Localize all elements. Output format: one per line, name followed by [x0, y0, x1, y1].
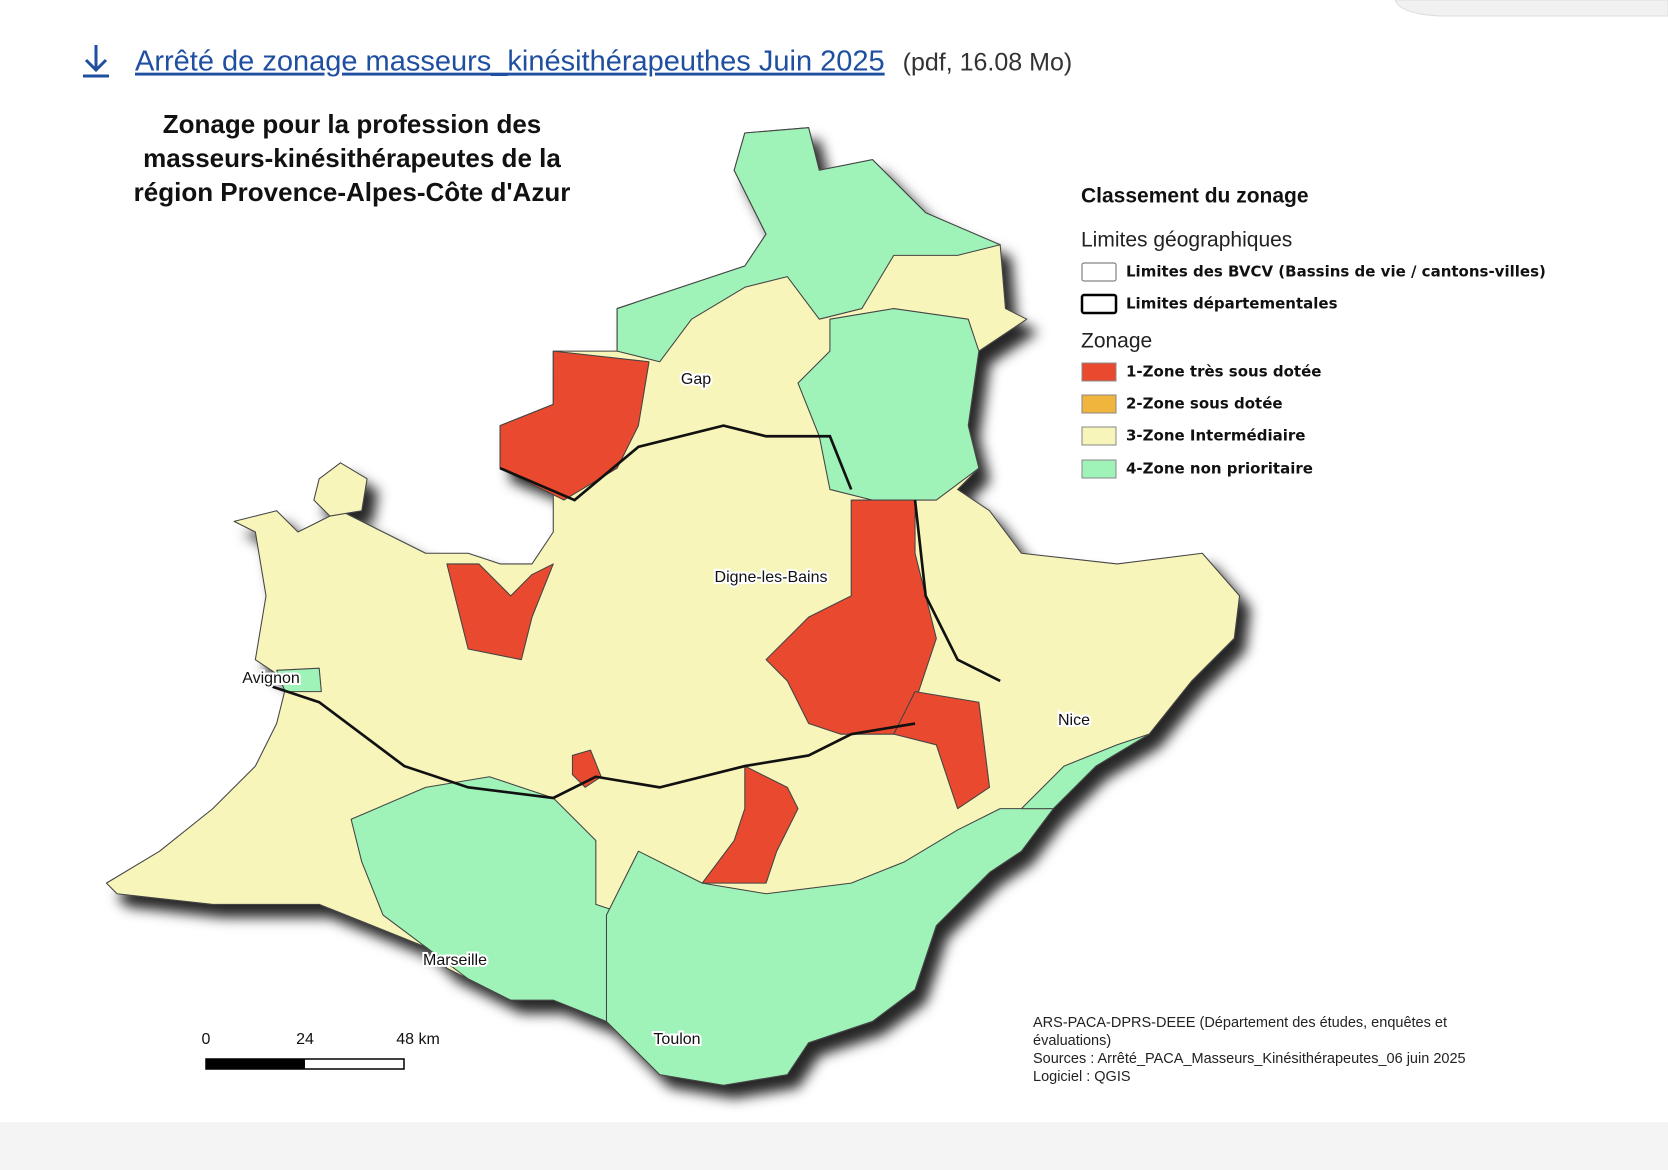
region-island: [313, 462, 368, 517]
zone-south-red: [701, 765, 799, 884]
zone-gap-west: [499, 350, 650, 501]
zone-center: [765, 499, 937, 735]
source-notes: ARS-PACA-DPRS-DEEE (Département des étud…: [1033, 1015, 1466, 1085]
download-link[interactable]: Arrêté de zonage masseurs_kinésithérapeu…: [135, 46, 885, 78]
zone-west-red: [446, 563, 554, 661]
top-card-edge: [1394, 0, 1668, 17]
legend-swatch: [1081, 459, 1117, 479]
scale-label: 0: [202, 1031, 211, 1048]
zone-nice-coast: [1020, 733, 1150, 810]
zone-var-coast: [605, 808, 1054, 1086]
legend-label: 2-Zone sous dotée: [1126, 395, 1283, 413]
scale-label: 24: [296, 1031, 314, 1048]
legend-swatch: [1081, 262, 1117, 282]
legend-group-title: Limites géographiques: [1081, 229, 1292, 252]
legend-label: 3-Zone Intermédiaire: [1126, 427, 1305, 445]
zone-east: [797, 308, 980, 501]
source-line: évaluations): [1033, 1033, 1111, 1049]
legend-label: Limites des BVCV (Bassins de vie / canto…: [1126, 263, 1546, 281]
scale-bar: [205, 1058, 405, 1070]
city-label: Marseille: [423, 952, 487, 969]
legend-group-title: Zonage: [1081, 330, 1152, 353]
city-label: Avignon: [242, 670, 300, 687]
city-label: Digne-les-Bains: [715, 569, 828, 586]
legend-title: Classement du zonage: [1081, 185, 1309, 208]
legend-swatch: [1080, 293, 1118, 315]
zone-avignon: [276, 667, 322, 693]
map: [105, 127, 1241, 1086]
source-line: Sources : Arrêté_PACA_Masseurs_Kinésithé…: [1033, 1051, 1466, 1067]
map-title: région Provence-Alpes-Côte d'Azur: [134, 177, 571, 207]
city-labels: Gap Digne-les-Bains Avignon Nice Marseille To…: [240, 369, 1092, 1050]
zone-north: [616, 127, 1001, 363]
department-border: [499, 424, 853, 502]
legend-swatch: [1081, 362, 1117, 382]
download-icon[interactable]: [83, 45, 109, 78]
legend-label: 1-Zone très sous dotée: [1126, 363, 1321, 381]
map-title: Zonage pour la profession des: [163, 109, 542, 139]
legend-label: Limites départementales: [1126, 295, 1338, 313]
legend-swatch: [1081, 426, 1117, 446]
source-line: Logiciel : QGIS: [1033, 1069, 1131, 1085]
file-info: (pdf, 16.08 Mo): [903, 49, 1073, 77]
city-label: Toulon: [653, 1031, 700, 1048]
source-line: ARS-PACA-DPRS-DEEE (Département des étud…: [1033, 1015, 1447, 1031]
scale-label: 48 km: [396, 1031, 440, 1048]
bottom-band: [0, 1122, 1668, 1170]
department-border: [254, 679, 916, 800]
department-border: [913, 499, 1001, 683]
legend-label: 4-Zone non prioritaire: [1126, 460, 1313, 478]
legend: Limites géographiques Limites des BVCV (B…: [1080, 229, 1546, 479]
legend-swatch: [1081, 394, 1117, 414]
city-label: Nice: [1058, 712, 1090, 729]
map-title: masseurs-kinésithérapeutes de la: [143, 143, 561, 173]
zone-east-red: [893, 691, 991, 810]
city-label: Gap: [681, 371, 711, 388]
